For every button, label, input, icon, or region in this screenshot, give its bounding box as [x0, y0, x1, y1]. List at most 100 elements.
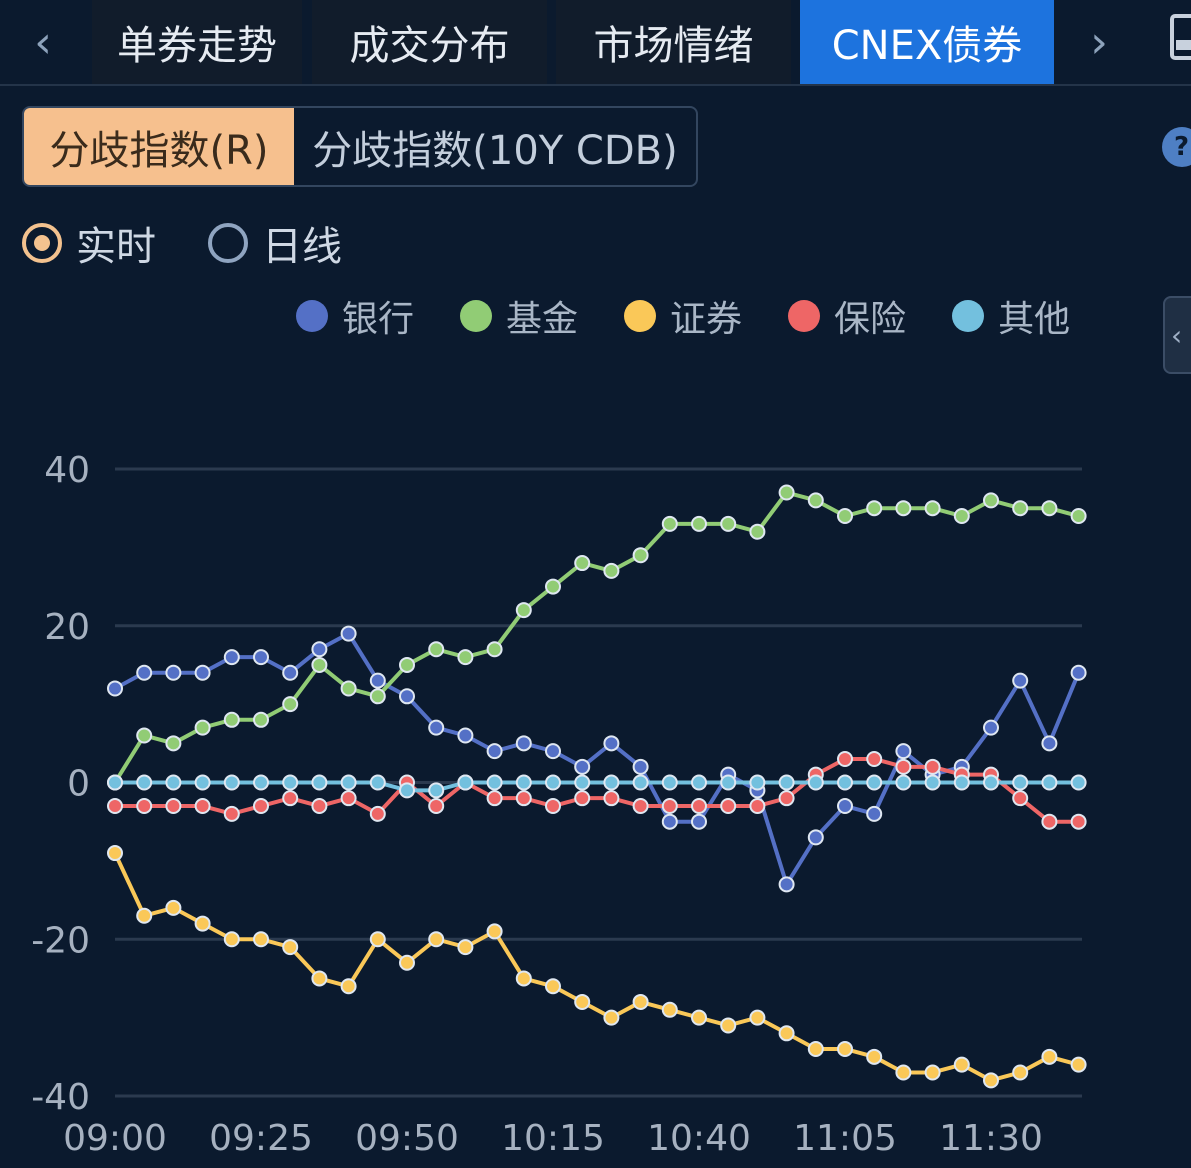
data-point: [895, 758, 912, 775]
data-point: [486, 774, 503, 791]
data-point: [983, 492, 999, 509]
data-point: [428, 641, 445, 658]
data-point: [399, 656, 415, 673]
data-point: [895, 774, 912, 791]
data-point: [691, 813, 707, 830]
data-point: [837, 508, 853, 525]
data-point: [515, 970, 532, 987]
legend-label: 基金: [506, 299, 579, 340]
data-point: [1041, 735, 1058, 752]
data-point: [983, 719, 999, 736]
legend-dot-icon: [952, 300, 985, 332]
data-point: [924, 1064, 941, 1081]
data-point: [545, 578, 561, 595]
legend-dot-icon: [460, 300, 493, 332]
data-point: [837, 774, 853, 791]
data-point: [661, 774, 678, 791]
legend-item-insurance[interactable]: 保险: [788, 290, 906, 342]
series-line: [113, 852, 1080, 1083]
legend-dot-icon: [296, 300, 328, 332]
tab-single-bond-trend[interactable]: 单券走势: [92, 0, 302, 84]
radio-daily[interactable]: 日线: [208, 214, 342, 272]
data-point: [545, 978, 561, 995]
data-point: [983, 1072, 999, 1089]
data-point: [136, 727, 153, 744]
data-point: [107, 798, 123, 815]
data-point: [107, 845, 123, 862]
data-point: [1070, 774, 1087, 791]
data-point: [807, 829, 824, 846]
legend-dot-icon: [624, 300, 657, 332]
data-point: [194, 798, 211, 815]
radio-checked-icon: [22, 223, 62, 263]
data-point: [165, 664, 182, 681]
data-point: [515, 774, 532, 791]
data-point: [486, 923, 503, 940]
data-point: [866, 500, 883, 517]
chevron-left-icon[interactable]: ‹: [34, 16, 52, 68]
legend-item-bank[interactable]: 银行: [296, 290, 414, 342]
tab-market-sentiment[interactable]: 市场情绪: [556, 0, 791, 84]
data-point: [720, 774, 737, 791]
radio-realtime-label: 实时: [76, 224, 156, 270]
data-point: [1041, 813, 1058, 830]
data-point: [340, 790, 357, 807]
chevron-right-icon[interactable]: ›: [1090, 16, 1108, 68]
data-point: [837, 1040, 853, 1057]
data-point: [136, 798, 153, 815]
tab-cnex-bonds[interactable]: CNEX债券: [800, 0, 1054, 84]
data-point: [603, 562, 620, 579]
data-point: [165, 899, 182, 916]
data-point: [1012, 672, 1029, 689]
data-point: [399, 954, 415, 971]
radio-unchecked-icon: [208, 223, 248, 263]
data-point: [953, 774, 970, 791]
data-point: [369, 805, 386, 822]
data-point: [720, 515, 737, 532]
radio-realtime[interactable]: 实时: [22, 214, 156, 272]
data-point: [428, 719, 445, 736]
data-point: [661, 1001, 678, 1018]
legend-item-securities[interactable]: 证券: [624, 290, 742, 342]
segment-divergence-index-r[interactable]: 分歧指数(R): [24, 108, 294, 185]
legend-label: 银行: [342, 299, 415, 340]
tab-trade-distribution[interactable]: 成交分布: [312, 0, 547, 84]
panel-layout-icon[interactable]: [1170, 14, 1191, 60]
data-point: [691, 1009, 707, 1026]
data-point: [515, 790, 532, 807]
legend-item-other[interactable]: 其他: [952, 290, 1070, 342]
data-point: [720, 798, 737, 815]
data-point: [749, 1009, 766, 1026]
data-point: [253, 798, 269, 815]
y-tick-label: 40: [44, 450, 90, 491]
data-point: [1070, 508, 1087, 525]
help-icon[interactable]: ?: [1162, 127, 1191, 167]
data-point: [136, 664, 153, 681]
data-point: [807, 1040, 824, 1057]
legend-item-fund[interactable]: 基金: [460, 290, 578, 342]
data-point: [428, 931, 445, 948]
data-point: [603, 790, 620, 807]
segment-divergence-index-10y-cdb[interactable]: 分歧指数(10Y CDB): [312, 127, 678, 174]
data-point: [194, 719, 211, 736]
data-point: [778, 1025, 795, 1042]
data-point: [399, 688, 415, 705]
data-point: [194, 915, 211, 932]
data-point: [691, 798, 707, 815]
legend-collapse-icon[interactable]: ‹: [1163, 296, 1191, 374]
data-point: [837, 798, 853, 815]
x-tick-label: 09:25: [209, 1118, 313, 1159]
data-point: [486, 743, 503, 760]
data-point: [778, 484, 795, 501]
data-point: [574, 993, 591, 1010]
data-point: [369, 931, 386, 948]
data-point: [632, 758, 649, 775]
data-point: [749, 798, 766, 815]
data-point: [282, 939, 299, 956]
data-point: [866, 805, 883, 822]
series-line: [114, 631, 1081, 887]
data-point: [574, 790, 591, 807]
data-point: [866, 750, 883, 767]
data-point: [749, 523, 766, 540]
